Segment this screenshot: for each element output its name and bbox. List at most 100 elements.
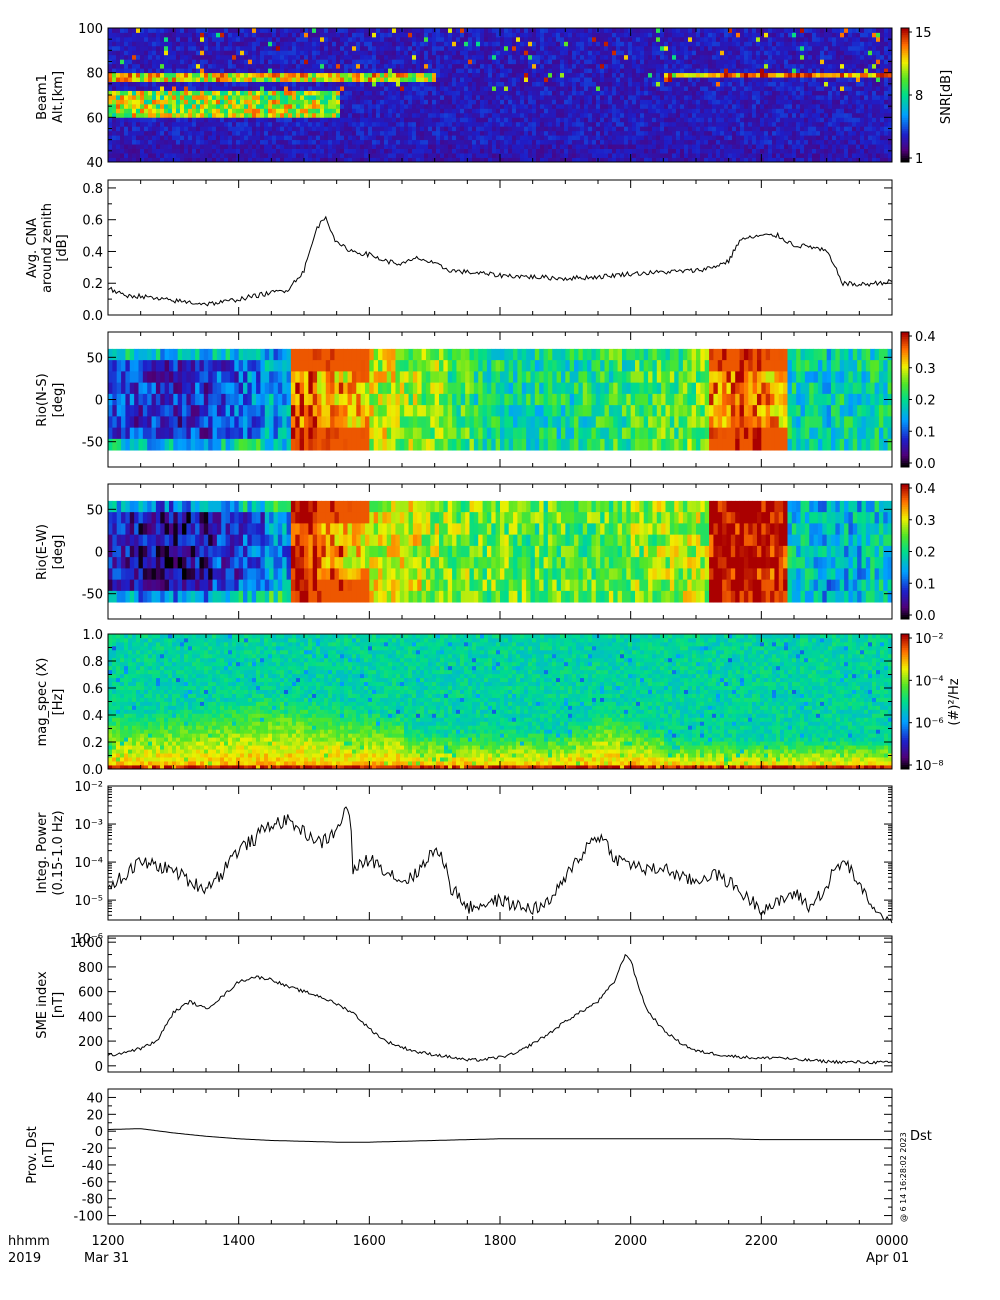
snr-cell <box>488 36 493 42</box>
snr-cell <box>124 126 129 132</box>
snr-cell <box>756 108 761 114</box>
snr-cell <box>308 77 313 82</box>
snr-cell <box>548 90 553 96</box>
snr-cell <box>136 99 141 105</box>
snr-cell <box>620 72 625 78</box>
snr-cell <box>604 77 609 82</box>
snr-cell <box>440 45 445 51</box>
snr-cell <box>588 157 593 163</box>
snr-cell <box>548 139 553 145</box>
snr-cell <box>372 130 377 136</box>
snr-cell <box>352 121 357 127</box>
snr-cell <box>240 77 245 82</box>
snr-cell <box>600 130 605 136</box>
snr-cell <box>256 126 261 132</box>
snr-cell <box>484 148 489 154</box>
snr-cell <box>116 28 121 33</box>
snr-cell <box>408 153 413 158</box>
snr-cell <box>140 126 145 132</box>
snr-cell <box>620 54 625 60</box>
snr-cell <box>348 32 353 38</box>
snr-cell <box>596 117 601 123</box>
snr-cell <box>320 108 325 114</box>
snr-cell <box>580 139 585 145</box>
snr-cell <box>232 59 237 65</box>
snr-cell <box>172 41 177 47</box>
snr-cell <box>248 112 253 118</box>
snr-cell <box>436 108 441 114</box>
snr-cell <box>648 41 653 47</box>
snr-cell <box>480 117 485 123</box>
snr-cell <box>468 135 473 141</box>
snr-cell <box>564 68 569 74</box>
snr-cell <box>440 108 445 114</box>
snr-cell <box>112 45 117 51</box>
snr-cell <box>128 72 133 78</box>
snr-cell <box>520 135 525 141</box>
snr-cell <box>144 153 149 158</box>
snr-cell <box>584 153 589 158</box>
snr-cell <box>464 68 469 74</box>
snr-cell <box>672 68 677 74</box>
snr-cell <box>500 153 505 158</box>
snr-cell <box>668 72 673 78</box>
snr-cell <box>512 45 517 51</box>
snr-cell <box>232 148 237 154</box>
snr-cell <box>492 63 497 69</box>
snr-cell <box>660 103 665 109</box>
snr-cell <box>604 153 609 158</box>
snr-cell <box>740 99 745 105</box>
snr-cell <box>552 90 557 96</box>
snr-cell <box>440 50 445 56</box>
snr-cell <box>264 112 269 118</box>
snr-cell <box>124 45 129 51</box>
snr-cell <box>532 50 537 56</box>
snr-cell <box>476 28 481 33</box>
snr-cell <box>744 68 749 74</box>
snr-cell <box>524 90 529 96</box>
snr-cell <box>544 148 549 154</box>
snr-cell <box>128 157 133 163</box>
snr-cell <box>588 63 593 69</box>
snr-cell <box>724 77 729 82</box>
snr-cell <box>320 103 325 109</box>
snr-cell <box>372 95 377 100</box>
snr-cell <box>136 36 141 42</box>
snr-cell <box>188 41 193 47</box>
snr-cell <box>448 45 453 51</box>
snr-cell <box>296 117 301 123</box>
snr-cell <box>620 50 625 56</box>
snr-cell <box>200 72 205 78</box>
snr-cell <box>248 32 253 38</box>
snr-cell <box>260 45 265 51</box>
snr-cell <box>548 135 553 141</box>
snr-cell <box>380 50 385 56</box>
snr-cell <box>252 117 257 123</box>
snr-cell <box>636 135 641 141</box>
snr-cell <box>320 139 325 145</box>
snr-cell <box>496 135 501 141</box>
snr-cell <box>624 112 629 118</box>
snr-cell <box>260 59 265 65</box>
snr-cell <box>616 139 621 145</box>
snr-cell <box>172 148 177 154</box>
snr-cell <box>108 153 113 158</box>
snr-cell <box>708 81 713 87</box>
snr-cell <box>668 28 673 33</box>
snr-cell <box>208 32 213 38</box>
snr-cell <box>472 50 477 56</box>
snr-cell <box>196 54 201 60</box>
snr-cell <box>676 90 681 96</box>
snr-cell <box>624 99 629 105</box>
snr-cell <box>300 103 305 109</box>
snr-cell <box>612 72 617 78</box>
snr-cell <box>668 108 673 114</box>
snr-cell <box>604 99 609 105</box>
snr-cell <box>140 54 145 60</box>
snr-cell <box>380 144 385 149</box>
snr-cell <box>260 28 265 33</box>
snr-cell <box>444 153 449 158</box>
snr-cell <box>568 121 573 127</box>
snr-cell <box>636 144 641 149</box>
snr-cell <box>548 103 553 109</box>
